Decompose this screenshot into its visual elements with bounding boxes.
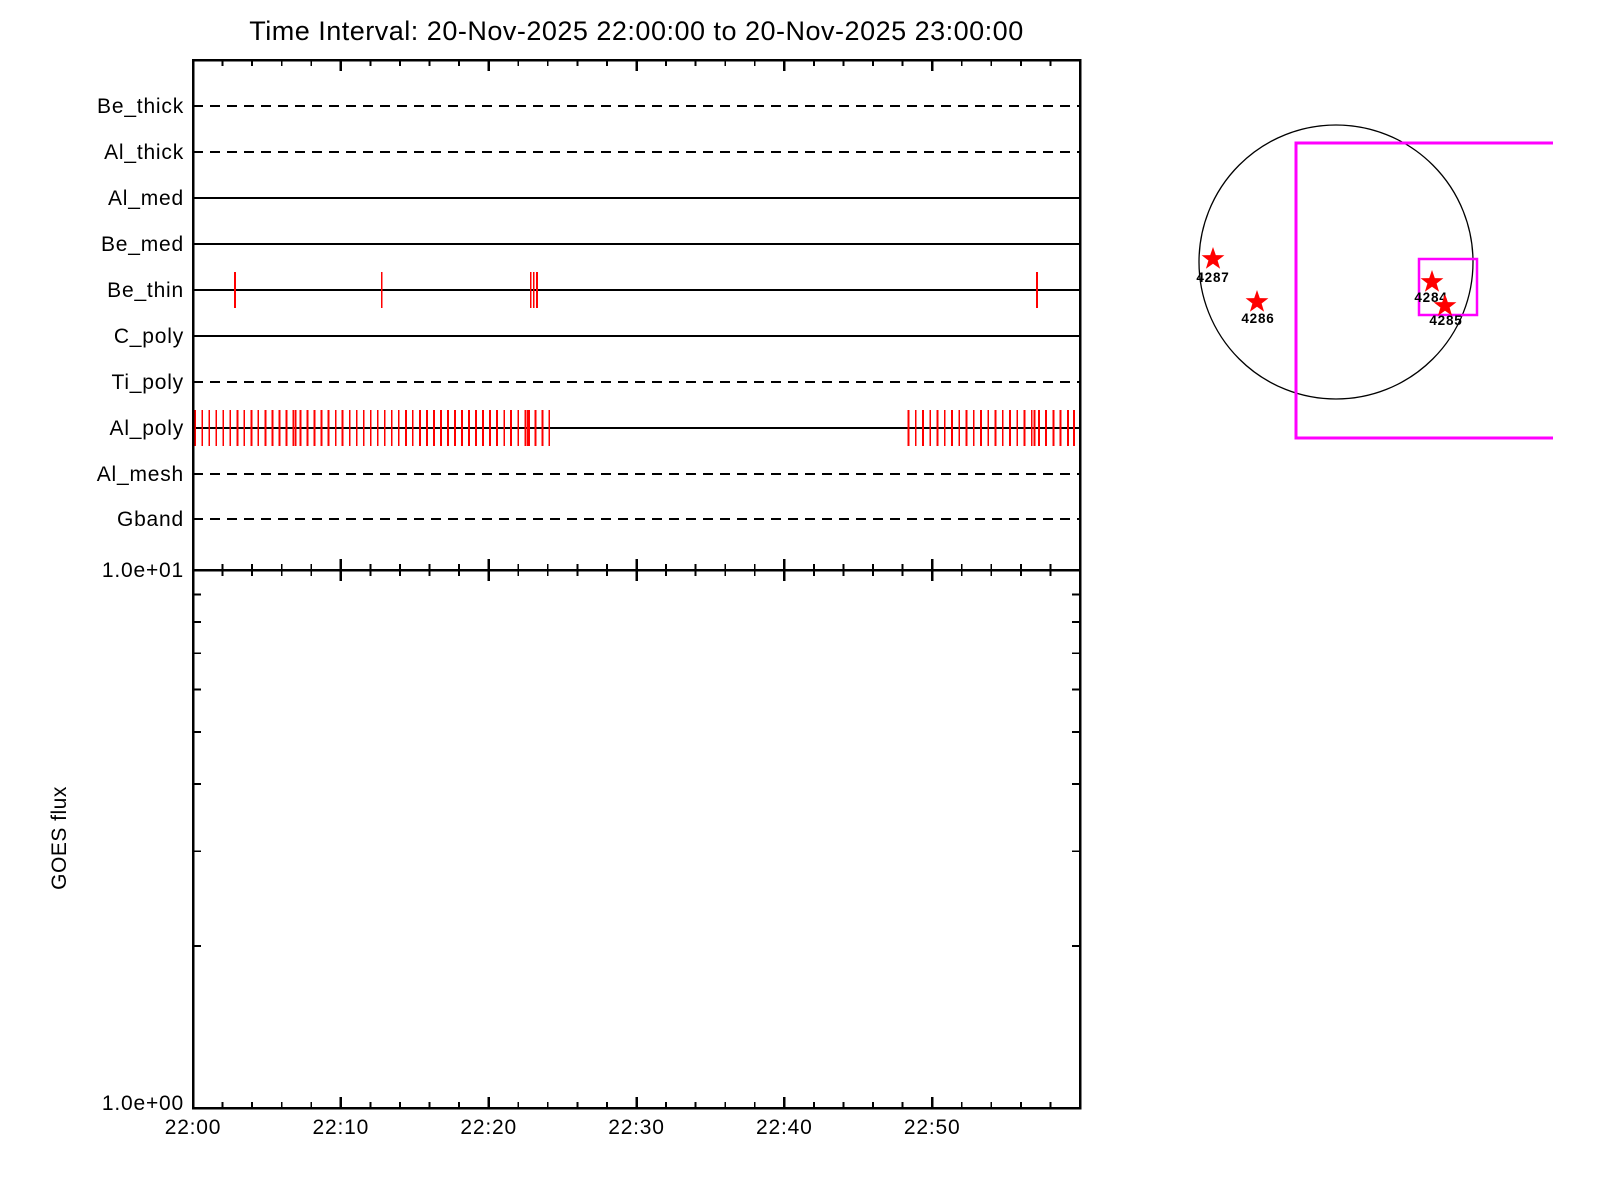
time-tick-label: 22:00 xyxy=(165,1116,222,1139)
solar-disk-limb xyxy=(1198,124,1474,400)
filter-row-label-Ti_poly: Ti_poly xyxy=(111,371,184,394)
timeline-panel-border xyxy=(191,58,1082,572)
filter-row-label-Al_poly: Al_poly xyxy=(110,417,184,440)
time-tick-label: 22:50 xyxy=(904,1116,961,1139)
time-tick-label: 22:20 xyxy=(460,1116,517,1139)
filter-row-label-Al_mesh: Al_mesh xyxy=(97,463,184,486)
time-tick-label: 22:40 xyxy=(756,1116,813,1139)
active-region-label-4284: 4284 xyxy=(1414,290,1447,305)
filter-row-label-Be_thin: Be_thin xyxy=(107,279,184,302)
filter-row-label-C_poly: C_poly xyxy=(114,325,184,348)
time-tick-label: 22:10 xyxy=(313,1116,370,1139)
filter-row-label-Gband: Gband xyxy=(117,508,184,531)
active-region-star-4287 xyxy=(1201,247,1225,269)
plot-title: Time Interval: 20-Nov-2025 22:00:00 to 2… xyxy=(249,16,1024,46)
active-region-star-4286 xyxy=(1245,290,1269,312)
goes-ytick-label-bottom: 1.0e+00 xyxy=(102,1092,184,1115)
filter-row-label-Be_med: Be_med xyxy=(101,233,184,256)
active-region-star-4285 xyxy=(1433,294,1457,316)
filter-row-label-Be_thick: Be_thick xyxy=(97,95,184,118)
filter-row-label-Al_med: Al_med xyxy=(108,187,184,210)
active-region-star-4284 xyxy=(1420,270,1444,292)
active-region-label-4287: 4287 xyxy=(1196,270,1229,285)
goes-flux-axis-label: GOES flux xyxy=(48,786,71,890)
active-region-label-4285: 4285 xyxy=(1429,313,1462,328)
goes-panel-border xyxy=(191,568,1082,1110)
filter-row-label-Al_thick: Al_thick xyxy=(104,141,184,164)
active-region-label-4286: 4286 xyxy=(1241,311,1274,326)
time-tick-label: 22:30 xyxy=(608,1116,665,1139)
goes-ytick-label-top: 1.0e+01 xyxy=(102,559,184,582)
small-fov-box xyxy=(1417,257,1479,317)
large-fov-box xyxy=(1294,141,1553,440)
